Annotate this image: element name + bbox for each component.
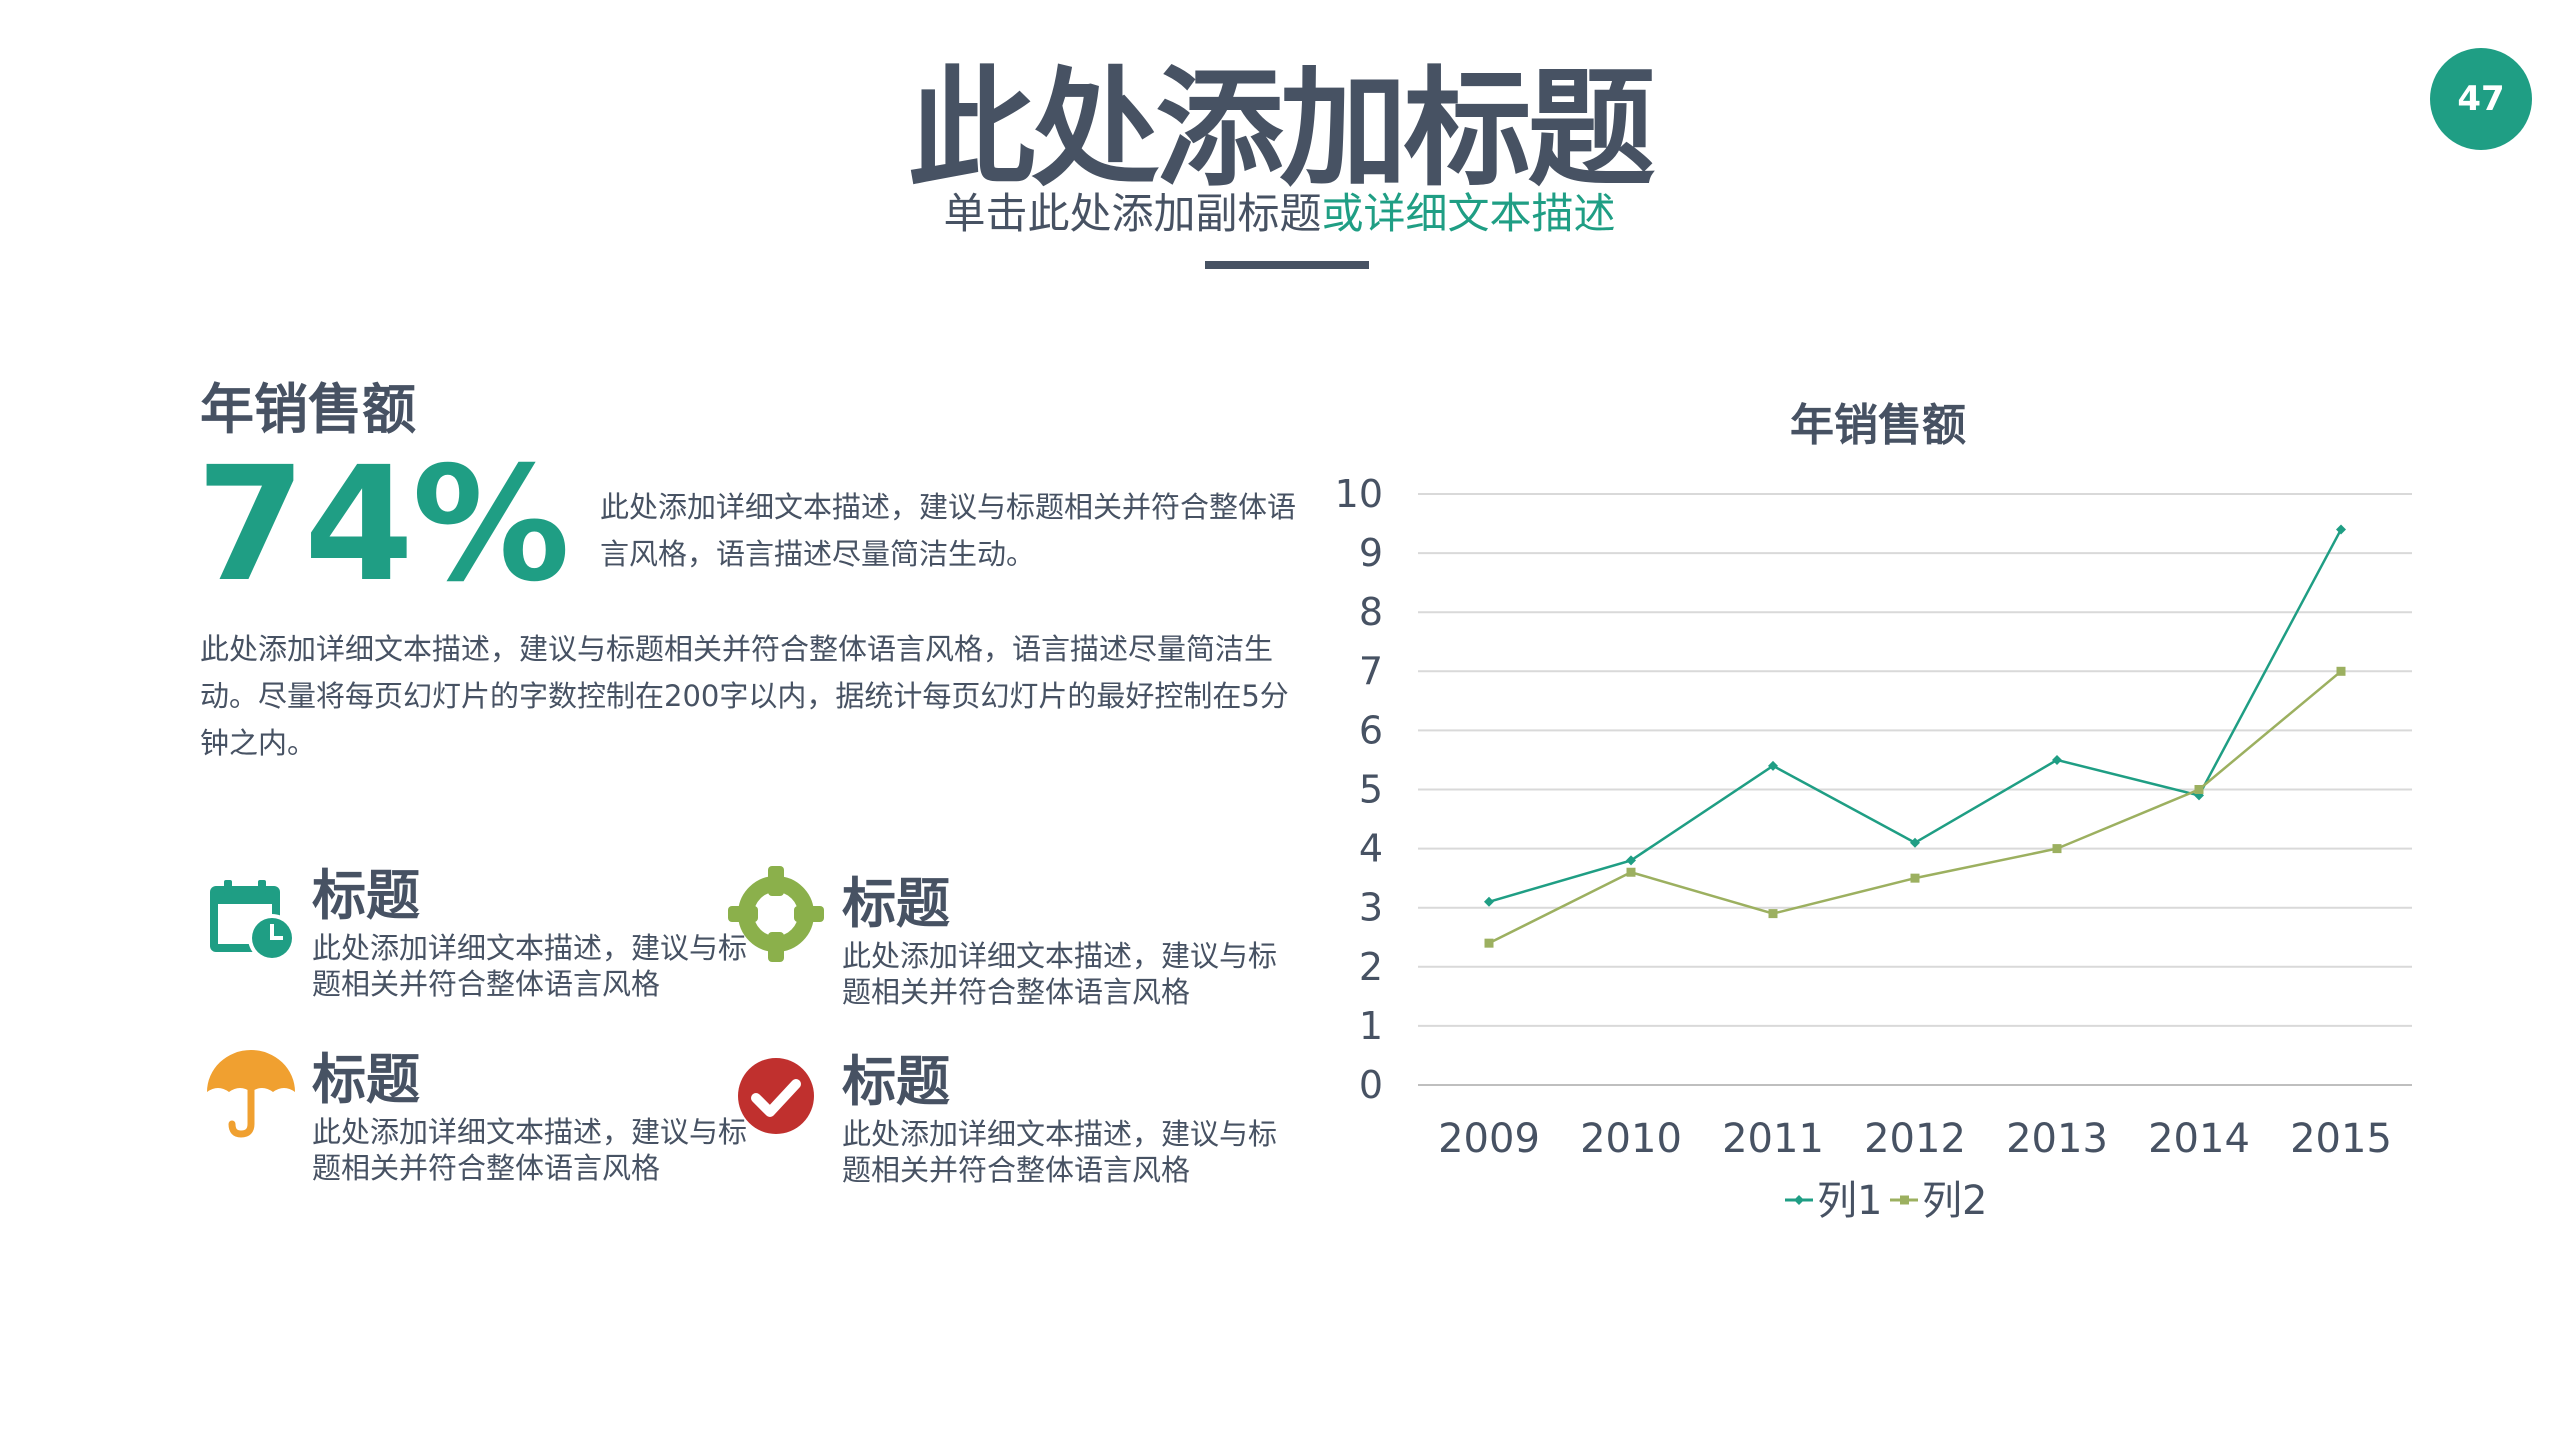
y-tick-label: 3 — [1359, 886, 1383, 930]
data-point — [1626, 867, 1636, 877]
x-tick-label: 2012 — [1864, 1116, 1966, 1162]
feature-desc-1: 此处添加详细文本描述，建议与标题相关并符合整体语言风格 — [312, 931, 748, 1001]
data-point — [2336, 524, 2346, 535]
data-point — [1768, 909, 1778, 919]
y-tick-label: 2 — [1359, 945, 1383, 989]
chart-title: 年销售额 — [1790, 400, 1966, 451]
legend-label: 列1 — [1817, 1178, 1882, 1224]
section-heading: 年销售额 — [200, 378, 416, 441]
subtitle-part1: 单击此处添加副标题 — [943, 189, 1322, 238]
y-tick-label: 4 — [1359, 827, 1383, 871]
y-tick-label: 9 — [1359, 531, 1383, 575]
x-tick-label: 2015 — [2290, 1116, 2392, 1162]
percent-value: 74% — [196, 433, 570, 617]
feature-title-4: 标题 — [842, 1050, 950, 1113]
data-point — [1768, 760, 1778, 771]
y-tick-label: 1 — [1359, 1004, 1383, 1048]
x-tick-label: 2011 — [1722, 1116, 1824, 1162]
y-tick-label: 7 — [1359, 649, 1383, 693]
crosshair-icon — [728, 866, 824, 962]
data-point — [2052, 754, 2062, 765]
data-point — [1626, 855, 1636, 866]
data-point — [1910, 837, 1920, 848]
y-tick-label: 10 — [1335, 472, 1383, 516]
legend-marker — [1900, 1195, 1909, 1205]
x-tick-label: 2014 — [2148, 1116, 2250, 1162]
feature-desc-3: 此处添加详细文本描述，建议与标题相关并符合整体语言风格 — [312, 1115, 748, 1185]
subtitle-part2: 或详细文本描述 — [1321, 189, 1616, 238]
legend-marker — [1794, 1195, 1804, 1205]
feature-title-2: 标题 — [842, 872, 950, 935]
feature-title-3: 标题 — [312, 1048, 420, 1111]
y-tick-label: 5 — [1359, 768, 1383, 812]
x-tick-label: 2009 — [1438, 1116, 1540, 1162]
checkmark-circle-icon — [738, 1058, 814, 1134]
data-point — [2336, 666, 2346, 676]
calendar-clock-icon — [210, 880, 296, 962]
legend-label: 列2 — [1922, 1178, 1987, 1224]
section-paragraph: 此处添加详细文本描述，建议与标题相关并符合整体语言风格，语言描述尽量简洁生动。尽… — [200, 632, 1289, 760]
umbrella-icon — [207, 1050, 295, 1138]
y-tick-label: 8 — [1359, 590, 1383, 634]
page-subtitle: 单击此处添加副标题或详细文本描述 — [0, 186, 2559, 242]
percent-description: 此处添加详细文本描述，建议与标题相关并符合整体语言风格，语言描述尽量简洁生动。 — [600, 490, 1297, 571]
x-tick-label: 2013 — [2006, 1116, 2108, 1162]
data-point — [2194, 785, 2204, 794]
page-number-badge: 47 — [2430, 48, 2532, 150]
y-tick-label: 6 — [1359, 708, 1383, 752]
data-point — [1910, 873, 1920, 883]
data-point — [1484, 938, 1494, 948]
x-tick-label: 2010 — [1580, 1116, 1682, 1162]
page-title: 此处添加标题 — [907, 55, 1655, 204]
data-point — [2052, 844, 2062, 854]
y-tick-label: 0 — [1359, 1063, 1383, 1107]
series-line-2 — [1488, 670, 2342, 945]
title-divider — [1205, 261, 1369, 269]
feature-desc-4: 此处添加详细文本描述，建议与标题相关并符合整体语言风格 — [842, 1117, 1278, 1187]
feature-title-1: 标题 — [312, 864, 420, 927]
data-point — [1484, 896, 1494, 907]
feature-desc-2: 此处添加详细文本描述，建议与标题相关并符合整体语言风格 — [842, 939, 1278, 1009]
